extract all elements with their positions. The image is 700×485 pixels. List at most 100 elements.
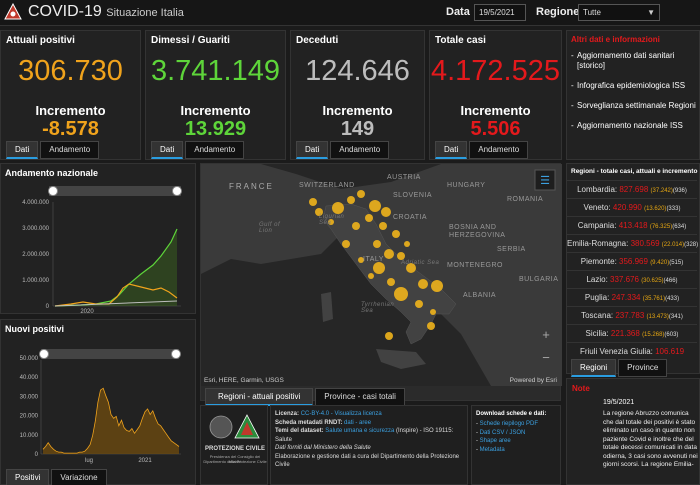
- info-link[interactable]: - Aggiornamento nazionale ISS: [571, 121, 697, 131]
- region-name: Emilia-Romagna:: [567, 239, 629, 248]
- region-name: Toscana:: [581, 311, 614, 320]
- map-legend-button[interactable]: [534, 169, 556, 191]
- positivi-range-bar[interactable]: [41, 349, 179, 359]
- y-tick-label: 4.000.000: [22, 200, 49, 206]
- range-handle-right[interactable]: [171, 349, 181, 359]
- region-row[interactable]: Friuli Venezia Giulia: 106.619: [567, 342, 697, 362]
- range-handle-left[interactable]: [48, 186, 58, 196]
- map-label-italy: ITALY: [363, 256, 384, 263]
- tab-andamento[interactable]: Andamento: [469, 141, 529, 159]
- zoom-out-icon[interactable]: −: [542, 350, 550, 365]
- zoom-in-icon[interactable]: +: [542, 327, 550, 342]
- map-case-dot[interactable]: [394, 287, 408, 301]
- andamento-range-bar[interactable]: [49, 186, 181, 196]
- map-case-dot[interactable]: [357, 190, 365, 198]
- map-canvas[interactable]: ☰ + −: [201, 164, 562, 386]
- download-link[interactable]: - Schede riepilogo PDF: [476, 420, 538, 429]
- map-case-dot[interactable]: [427, 322, 435, 330]
- region-increment: (936): [672, 188, 687, 194]
- temi-link[interactable]: Salute umana e sicurezza: [325, 428, 395, 434]
- region-row[interactable]: Emilia-Romagna: 380.569 (22.014)(328): [567, 234, 698, 254]
- map-case-dot[interactable]: [406, 263, 416, 273]
- tab-variazione[interactable]: Variazione: [51, 469, 107, 485]
- map-label-tyrrhenian-sea: Tyrrhenian Sea: [361, 302, 395, 314]
- region-name: Piemonte:: [580, 257, 617, 266]
- map-case-dot[interactable]: [392, 230, 400, 238]
- region-row[interactable]: Lombardia: 827.698 (37.242)(936): [567, 180, 697, 200]
- tab-province[interactable]: Province: [618, 359, 668, 377]
- tab-andamento[interactable]: Andamento: [40, 141, 100, 159]
- map-case-dot[interactable]: [332, 202, 344, 214]
- map-case-dot[interactable]: [397, 252, 405, 260]
- map-case-dot[interactable]: [315, 208, 323, 216]
- tab-dati[interactable]: Dati: [151, 141, 184, 159]
- map-case-dot[interactable]: [379, 222, 387, 230]
- map-case-dot[interactable]: [431, 280, 443, 292]
- map-case-dot[interactable]: [381, 207, 391, 217]
- region-row[interactable]: Veneto: 420.990 (13.620)(333): [567, 198, 697, 218]
- tab-dati[interactable]: Dati: [6, 141, 39, 159]
- map-case-dot[interactable]: [430, 309, 436, 315]
- info-link[interactable]: - Infografica epidemiologica ISS: [571, 81, 697, 91]
- download-link-label: Dati CSV / JSON: [479, 429, 526, 436]
- tab-positivi[interactable]: Positivi: [6, 469, 50, 485]
- app-title: COVID-19 Situazione Italia: [28, 3, 184, 21]
- tab-province-casi-totali[interactable]: Province - casi totali: [315, 388, 405, 406]
- range-handle-left[interactable]: [39, 349, 49, 359]
- stat-increment-label: Incremento: [35, 103, 106, 118]
- tab-dati[interactable]: Dati: [296, 141, 329, 159]
- stat-tabs: Dati Andamento: [296, 141, 391, 159]
- y-tick-label: 0: [46, 304, 50, 310]
- region-total: 420.990: [612, 203, 642, 212]
- info-link-label: Aggiornamento dati sanitari [storico]: [577, 51, 675, 70]
- region-row[interactable]: Lazio: 337.676 (30.625)(466): [567, 270, 697, 290]
- map-case-dot[interactable]: [309, 198, 317, 206]
- map-case-dot[interactable]: [384, 249, 394, 259]
- map-case-dot[interactable]: [373, 262, 385, 274]
- andamento-title: Andamento nazionale: [5, 168, 99, 178]
- tab-dati[interactable]: Dati: [435, 141, 468, 159]
- map-panel[interactable]: ☰ + − FRANCE SWITZERLAND AUSTRIA HUNGARY…: [200, 163, 562, 406]
- map-case-dot[interactable]: [328, 219, 334, 225]
- map-label-adriatic-sea: Adriatic Sea: [401, 260, 440, 266]
- region-select[interactable]: Tutte ▼: [578, 4, 660, 21]
- tab-regioni[interactable]: Regioni: [571, 359, 617, 377]
- map-label-albania: ALBANIA: [463, 292, 497, 299]
- map-case-dot[interactable]: [373, 240, 381, 248]
- date-picker[interactable]: 19/5/2021: [474, 4, 526, 21]
- info-link[interactable]: - Sorveglianza settimanale Regioni: [571, 101, 697, 111]
- map-case-dot[interactable]: [342, 240, 350, 248]
- region-row[interactable]: Campania: 413.418 (76.325)(634): [567, 216, 697, 236]
- map-case-dot[interactable]: [387, 278, 395, 286]
- map-case-dot[interactable]: [385, 332, 393, 340]
- download-link[interactable]: - Dati CSV / JSON: [476, 429, 538, 438]
- map-case-dot[interactable]: [418, 279, 428, 289]
- download-link[interactable]: - Shape aree: [476, 437, 538, 446]
- map-case-dot[interactable]: [352, 222, 360, 230]
- map-case-dot[interactable]: [358, 257, 364, 263]
- license-text: Licenza: CC-BY-4.0 - Visualizza licenza …: [275, 410, 467, 470]
- map-case-dot[interactable]: [415, 300, 423, 308]
- map-case-dot[interactable]: [347, 196, 355, 204]
- map-case-dot[interactable]: [365, 214, 373, 222]
- map-powered-by: Powered by Esri: [509, 377, 557, 384]
- tab-andamento[interactable]: Andamento: [185, 141, 245, 159]
- map-case-dot[interactable]: [369, 200, 381, 212]
- stat-panel: Deceduti 124.646 Incremento 149 Dati And…: [290, 30, 425, 160]
- region-name: Campania:: [577, 221, 617, 230]
- region-row[interactable]: Sicilia: 221.368 (15.268)(603): [567, 324, 697, 344]
- map-case-dot[interactable]: [404, 241, 410, 247]
- info-link[interactable]: - Aggiornamento dati sanitari [storico]: [571, 51, 697, 71]
- licenza-link[interactable]: CC-BY-4.0 - Visualizza licenza: [300, 411, 382, 417]
- region-row[interactable]: Piemonte: 356.969 (9.420)(515): [567, 252, 697, 272]
- region-row[interactable]: Puglia: 247.334 (35.761)(433): [567, 288, 697, 308]
- regions-panel: Regioni - totale casi, attuali e increme…: [566, 163, 700, 377]
- info-link-label: Sorveglianza settimanale Regioni: [577, 101, 696, 110]
- range-handle-right[interactable]: [172, 186, 182, 196]
- scheda-link[interactable]: dati - aree: [344, 419, 372, 426]
- tab-andamento[interactable]: Andamento: [330, 141, 390, 159]
- region-row[interactable]: Toscana: 237.783 (13.473)(341): [567, 306, 697, 326]
- map-case-dot[interactable]: [368, 273, 374, 279]
- download-link[interactable]: - Metadata: [476, 446, 538, 455]
- tab-regioni-attuali-positivi[interactable]: Regioni - attuali positivi: [205, 388, 314, 406]
